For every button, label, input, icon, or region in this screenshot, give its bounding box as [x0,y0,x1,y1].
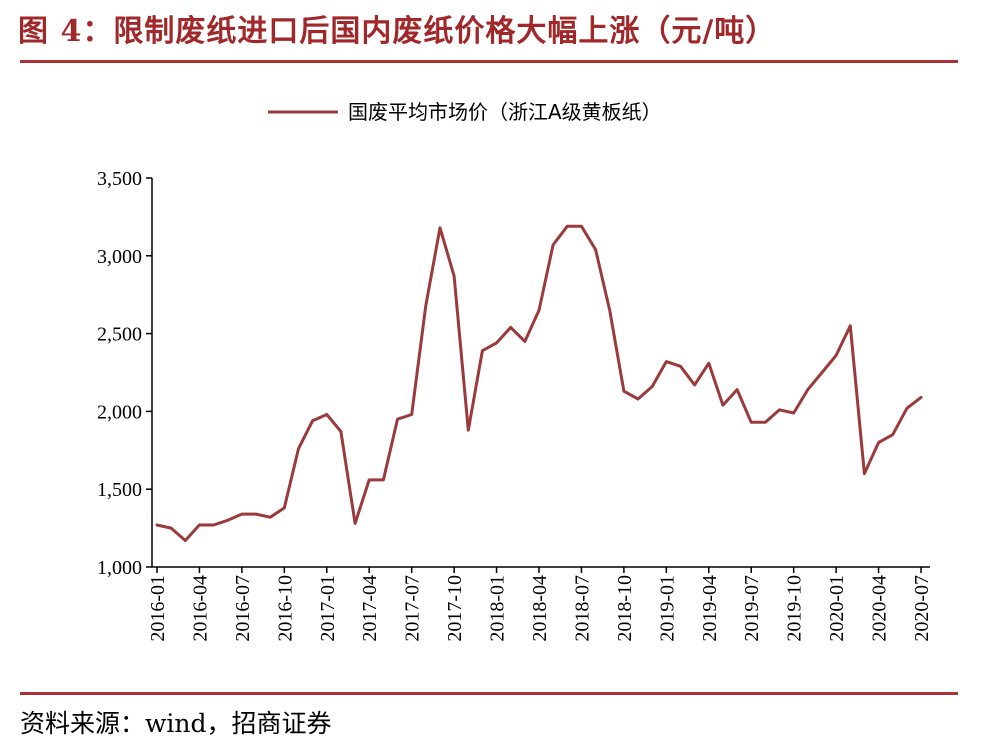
x-tick-label: 2019-01 [656,575,678,642]
y-axis-ticks: 1,000 1,500 2,000 2,500 3,000 3,500 [97,168,152,579]
y-tick-label: 2,500 [97,324,142,346]
x-tick-label: 2017-07 [402,575,424,642]
x-tick-label: 2018-01 [487,575,509,642]
x-tick-label: 2020-07 [911,575,933,642]
x-tick-label: 2017-10 [444,575,466,642]
x-tick-label: 2019-04 [699,575,721,642]
footer-divider [20,692,958,695]
x-tick-label: 2016-07 [232,575,254,642]
x-tick-label: 2020-04 [869,575,891,642]
chart-legend: 国废平均市场价（浙江A级黄板纸） [268,100,662,124]
x-tick-label: 2017-04 [359,575,381,642]
y-tick-label: 2,000 [97,401,142,423]
x-tick-label: 2018-04 [529,575,551,642]
y-tick-label: 3,000 [97,246,142,268]
x-tick-label: 2019-10 [784,575,806,642]
x-tick-label: 2016-04 [189,575,211,642]
title-divider [20,60,958,63]
figure-title: 图 4：限制废纸进口后国内废纸价格大幅上涨（元/吨） [18,14,777,49]
legend-label: 国废平均市场价（浙江A级黄板纸） [348,100,662,124]
y-tick-label: 1,000 [97,557,142,579]
x-tick-label: 2019-07 [741,575,763,642]
y-tick-label: 3,500 [97,168,142,190]
x-tick-label: 2017-01 [317,575,339,642]
source-note: 资料来源：wind，招商证券 [20,709,332,738]
line-chart: 国废平均市场价（浙江A级黄板纸） 1,000 1,500 2,000 2,500 3,0… [97,100,933,642]
y-tick-label: 1,500 [97,479,142,501]
series-line [155,224,923,542]
chart-axes [151,178,930,568]
plot-area [155,224,923,542]
x-tick-label: 2020-01 [826,575,848,642]
x-tick-label: 2016-10 [274,575,296,642]
x-tick-label: 2018-07 [571,575,593,642]
x-tick-label: 2018-10 [614,575,636,642]
x-tick-label: 2016-01 [147,575,169,642]
x-axis-ticks: 2016-01 2016-04 2016-07 2016-10 2017-01 2017-… [147,567,933,642]
